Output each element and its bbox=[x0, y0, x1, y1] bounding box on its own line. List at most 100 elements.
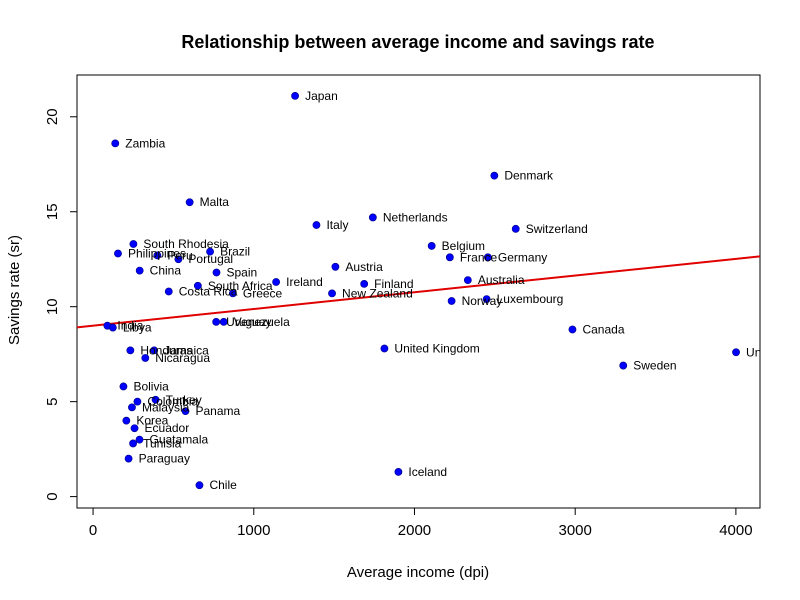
y-axis-label: Savings rate (sr) bbox=[6, 235, 23, 345]
data-point bbox=[212, 268, 221, 277]
x-axis: 0 1000 2000 3000 4000 bbox=[89, 508, 753, 539]
data-point bbox=[463, 276, 472, 285]
point-label: Sweden bbox=[633, 359, 676, 373]
data-point bbox=[212, 317, 221, 326]
point-label: Germany bbox=[498, 250, 547, 264]
point-label: Malta bbox=[200, 195, 230, 209]
point-label: Switzerland bbox=[526, 222, 588, 236]
point-label: Italy bbox=[326, 218, 348, 232]
point-label: Ecuador bbox=[145, 421, 190, 435]
data-point bbox=[164, 287, 173, 296]
data-point bbox=[291, 91, 299, 100]
point-label: Bolivia bbox=[133, 379, 169, 393]
point-label: Japan bbox=[305, 89, 338, 103]
x-tick-label: 3000 bbox=[559, 522, 592, 539]
y-tick-label: 10 bbox=[44, 298, 61, 315]
data-point bbox=[368, 213, 377, 222]
point-label: Venezuela bbox=[234, 315, 290, 329]
point-label: Jamaica bbox=[164, 343, 209, 357]
point-label: Nicaragua bbox=[155, 351, 210, 365]
point-label: South Africa bbox=[208, 279, 273, 293]
data-point bbox=[130, 424, 139, 433]
data-point bbox=[360, 280, 369, 288]
point-label: Tunisia bbox=[143, 436, 182, 450]
point-label: Malaysia bbox=[142, 400, 190, 414]
data-point bbox=[108, 323, 117, 332]
point-label: Peru bbox=[167, 248, 192, 262]
point-label: Austria bbox=[345, 260, 383, 274]
data-point bbox=[185, 198, 194, 207]
data-point bbox=[312, 221, 321, 229]
point-label: Denmark bbox=[504, 169, 554, 183]
data-point bbox=[447, 297, 456, 305]
data-point bbox=[490, 171, 499, 180]
point-label: United States bbox=[746, 345, 800, 359]
point-label: Canada bbox=[582, 322, 624, 336]
point-label: Greece bbox=[243, 286, 283, 300]
data-point bbox=[129, 439, 137, 448]
points-layer bbox=[103, 91, 740, 490]
point-label: Paraguay bbox=[139, 452, 190, 466]
data-point bbox=[111, 139, 120, 148]
data-point bbox=[272, 278, 281, 286]
data-point bbox=[151, 395, 160, 404]
x-axis-label: Average income (dpi) bbox=[347, 564, 489, 581]
y-axis: 0 5 10 15 20 bbox=[44, 108, 77, 501]
data-point bbox=[427, 242, 436, 250]
point-label: Finland bbox=[374, 277, 413, 291]
data-point bbox=[484, 253, 492, 262]
data-point bbox=[124, 454, 133, 463]
point-label: Guatamala bbox=[150, 433, 209, 447]
x-tick-label: 4000 bbox=[719, 522, 752, 539]
point-label: Panama bbox=[195, 404, 240, 418]
point-label: France bbox=[460, 250, 498, 264]
point-label: Colombia bbox=[147, 395, 198, 409]
point-label: Norway bbox=[462, 294, 503, 308]
data-point bbox=[135, 435, 144, 444]
data-point bbox=[141, 354, 150, 362]
point-label: India bbox=[117, 319, 143, 333]
data-point bbox=[228, 289, 237, 298]
chart-title: Relationship between average income and … bbox=[181, 32, 654, 52]
data-point bbox=[568, 325, 577, 334]
point-label: Luxembourg bbox=[497, 292, 564, 306]
point-label: Brazil bbox=[220, 245, 250, 259]
data-point bbox=[153, 251, 162, 260]
fit-line-layer bbox=[76, 255, 761, 329]
data-point bbox=[174, 255, 183, 264]
y-tick-label: 20 bbox=[44, 108, 61, 125]
point-label: Netherlands bbox=[383, 210, 448, 224]
data-point bbox=[219, 317, 228, 326]
point-label: Turkey bbox=[166, 393, 202, 407]
data-point bbox=[394, 468, 403, 476]
data-point bbox=[331, 262, 340, 271]
point-label: United Kingdom bbox=[394, 341, 479, 355]
data-point bbox=[380, 344, 389, 353]
point-label: New Zealand bbox=[342, 286, 413, 300]
y-tick-label: 5 bbox=[44, 397, 61, 405]
regression-line bbox=[76, 255, 761, 329]
point-label: Korea bbox=[136, 414, 168, 428]
data-point bbox=[119, 382, 128, 391]
data-point bbox=[122, 416, 131, 425]
point-label: Iceland bbox=[408, 465, 447, 479]
y-tick-label: 15 bbox=[44, 203, 61, 220]
data-point bbox=[133, 397, 142, 406]
data-point bbox=[135, 266, 144, 275]
point-label: China bbox=[150, 264, 182, 278]
data-point bbox=[181, 407, 190, 416]
point-label: Zambia bbox=[125, 136, 165, 150]
data-point bbox=[150, 346, 159, 355]
point-label: Costa Rica bbox=[179, 285, 238, 299]
data-point bbox=[128, 403, 136, 412]
point-label: Belgium bbox=[442, 239, 485, 253]
data-point bbox=[732, 348, 740, 357]
x-tick-label: 1000 bbox=[237, 522, 270, 539]
x-tick-label: 2000 bbox=[398, 522, 431, 539]
data-point bbox=[126, 346, 135, 355]
plot-frame bbox=[76, 74, 761, 509]
point-label: Honduras bbox=[140, 343, 192, 357]
data-point bbox=[511, 224, 520, 233]
data-point bbox=[445, 253, 454, 262]
